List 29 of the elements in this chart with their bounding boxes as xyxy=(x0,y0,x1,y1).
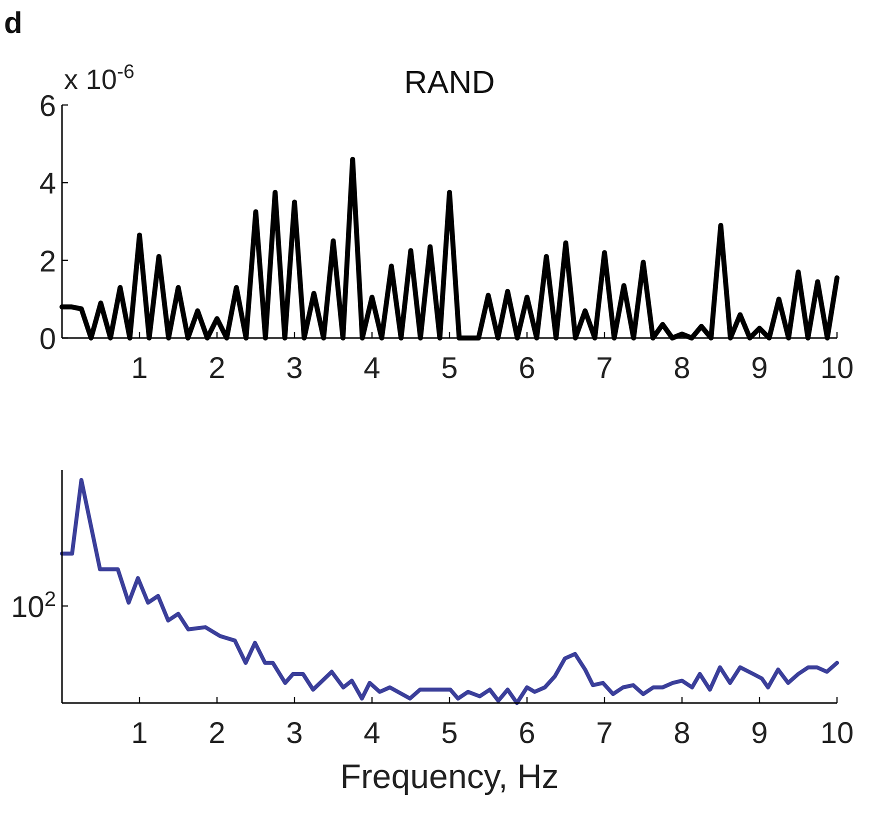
x-tick-label: 7 xyxy=(596,352,613,385)
x-tick-label: 7 xyxy=(596,717,613,750)
x-tick-label: 10 xyxy=(820,352,854,385)
x-tick-label: 1 xyxy=(131,717,148,750)
x-tick-label: 9 xyxy=(751,717,768,750)
y-tick-label: 6 xyxy=(39,90,56,123)
x-tick-label: 9 xyxy=(751,352,768,385)
x-tick-label: 2 xyxy=(208,717,226,750)
x-tick-label: 4 xyxy=(364,717,380,750)
x-tick-label: 4 xyxy=(364,352,380,385)
x-tick-label: 1 xyxy=(131,352,148,385)
x-tick-label: 8 xyxy=(674,352,690,385)
x-axis-title: Frequency, Hz xyxy=(340,758,559,796)
y-tick-label: 4 xyxy=(39,168,56,201)
x-tick-label: 3 xyxy=(286,352,303,385)
x-tick-label: 5 xyxy=(441,352,458,385)
x-tick-label: 6 xyxy=(518,352,536,385)
x-tick-label: 5 xyxy=(441,717,458,750)
x-tick-label: 2 xyxy=(208,352,226,385)
y-tick-label: 0 xyxy=(39,323,56,356)
text: d xyxy=(4,7,22,40)
chart-title: RAND xyxy=(404,64,495,100)
x-tick-label: 6 xyxy=(518,717,536,750)
text: 10$^{2}$ xyxy=(10,588,56,624)
x-tick-label: 3 xyxy=(286,717,303,750)
text: x 10$^{-6}$ xyxy=(64,61,134,95)
x-tick-label: 10 xyxy=(820,717,854,750)
y-tick-label: 2 xyxy=(39,245,56,278)
x-tick-label: 8 xyxy=(674,717,690,750)
